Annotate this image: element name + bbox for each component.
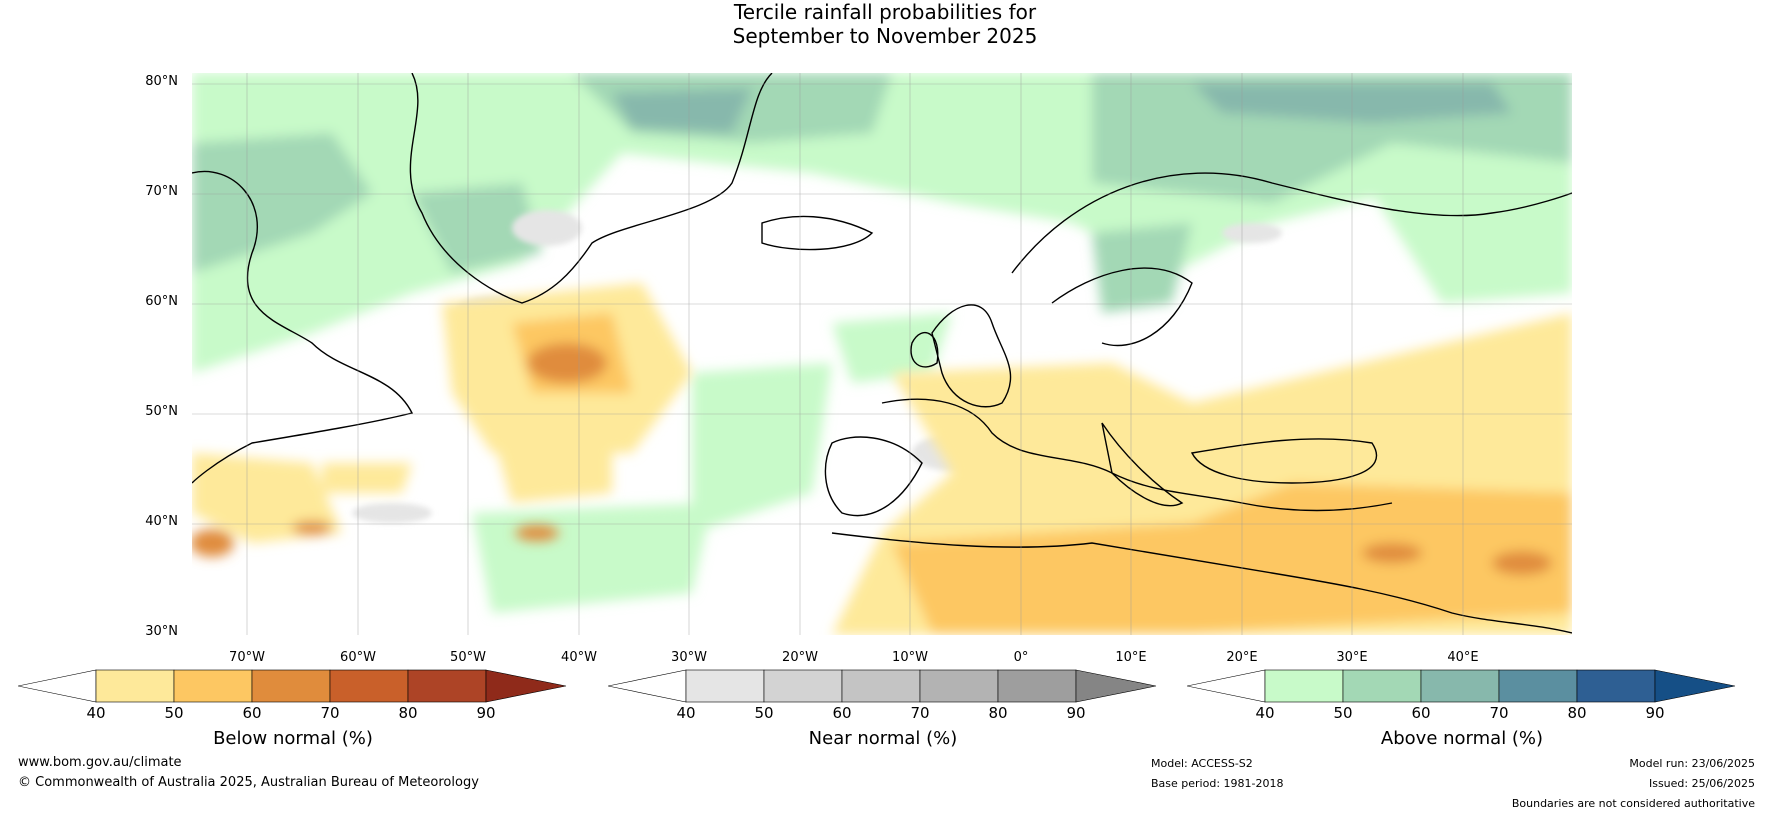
colorbar-tick: 50 (754, 704, 774, 722)
lon-label: 0° (1013, 650, 1029, 665)
colorbar-tick: 70 (1489, 704, 1509, 722)
colorbar-swatch (997, 669, 1077, 703)
below-normal-shading (192, 283, 1572, 635)
colorbar-swatch (407, 669, 487, 703)
lon-label: 50°W (450, 650, 486, 665)
colorbar-swatch (173, 669, 253, 703)
base-period: Base period: 1981-2018 (1151, 777, 1284, 790)
lat-label: 60°N (145, 294, 178, 309)
colorbar-below-normal-swatches (17, 669, 567, 703)
lon-label: 40°W (561, 650, 597, 665)
colorbar-swatch (841, 669, 921, 703)
map-canvas (192, 73, 1572, 635)
title-line-1: Tercile rainfall probabilities for (733, 0, 1037, 24)
colorbar-tick: 40 (676, 704, 696, 722)
colorbar-above-normal-swatches (1186, 669, 1736, 703)
colorbar-tick: 70 (910, 704, 930, 722)
lon-label: 30°W (671, 650, 707, 665)
lon-label: 40°E (1447, 650, 1479, 665)
colorbar-swatch (485, 669, 567, 703)
colorbar-tick: 60 (242, 704, 262, 722)
colorbar-tick: 60 (1411, 704, 1431, 722)
colorbar-tick: 80 (1567, 704, 1587, 722)
rainfall-probability-map (192, 73, 1572, 635)
colorbar-tick: 40 (86, 704, 106, 722)
colorbar-swatch (685, 669, 765, 703)
colorbar-swatch (1186, 669, 1266, 703)
colorbar-swatch (329, 669, 409, 703)
colorbar-label: Near normal (%) (808, 728, 958, 749)
colorbar-swatch (763, 669, 843, 703)
boundary-disclaimer: Boundaries are not considered authoritat… (1511, 797, 1755, 810)
colorbar-swatch (1498, 669, 1578, 703)
lat-label: 70°N (145, 184, 178, 199)
title-line-2: September to November 2025 (732, 24, 1038, 48)
graticule (192, 73, 1572, 635)
colorbar-tick: 70 (320, 704, 340, 722)
colorbar-label: Above normal (%) (1380, 728, 1544, 749)
colorbar-swatch (95, 669, 175, 703)
colorbar-near-normal-swatches (607, 669, 1157, 703)
website-link[interactable]: www.bom.gov.au/climate (18, 755, 182, 770)
colorbar-swatch (1264, 669, 1344, 703)
colorbar-tick: 90 (1066, 704, 1086, 722)
lon-label: 10°E (1115, 650, 1147, 665)
colorbar-swatch (1075, 669, 1157, 703)
colorbar-tick: 80 (988, 704, 1008, 722)
colorbar-label: Below normal (%) (213, 728, 373, 749)
colorbar-swatch (1342, 669, 1422, 703)
colorbar-tick: 50 (164, 704, 184, 722)
lon-label: 70°W (229, 650, 265, 665)
coastlines (192, 73, 1572, 634)
colorbar-swatch (17, 669, 97, 703)
map-title: Tercile rainfall probabilities for Septe… (0, 0, 1770, 48)
colorbar-tick: 60 (832, 704, 852, 722)
model-name: Model: ACCESS-S2 (1151, 757, 1253, 770)
colorbar-tick: 40 (1255, 704, 1275, 722)
copyright-text: © Commonwealth of Australia 2025, Austra… (18, 775, 479, 790)
lon-label: 30°E (1336, 650, 1368, 665)
lon-label: 20°W (782, 650, 818, 665)
colorbar-swatch (607, 669, 687, 703)
colorbar-swatch (251, 669, 331, 703)
colorbar-below-normal: 40 50 60 70 80 90 Below normal (%) (17, 668, 568, 778)
lon-label: 20°E (1226, 650, 1258, 665)
colorbar-near-normal: 40 50 60 70 80 90 Near normal (%) (607, 668, 1158, 778)
lat-label: 50°N (145, 404, 178, 419)
lon-label: 60°W (340, 650, 376, 665)
lat-label: 40°N (145, 514, 178, 529)
colorbar-swatch (919, 669, 999, 703)
colorbar-swatch (1576, 669, 1656, 703)
lat-label: 80°N (145, 74, 178, 89)
colorbar-swatch (1654, 669, 1736, 703)
colorbar-swatch (1420, 669, 1500, 703)
colorbar-tick: 90 (476, 704, 496, 722)
colorbar-above-normal: 40 50 60 70 80 90 Above normal (%) (1186, 668, 1737, 778)
lat-label: 30°N (145, 624, 178, 639)
colorbar-tick: 90 (1645, 704, 1665, 722)
colorbar-tick: 80 (398, 704, 418, 722)
issued-date: Issued: 25/06/2025 (1648, 777, 1755, 790)
model-run-date: Model run: 23/06/2025 (1629, 757, 1755, 770)
colorbar-tick: 50 (1333, 704, 1353, 722)
lon-label: 10°W (892, 650, 928, 665)
